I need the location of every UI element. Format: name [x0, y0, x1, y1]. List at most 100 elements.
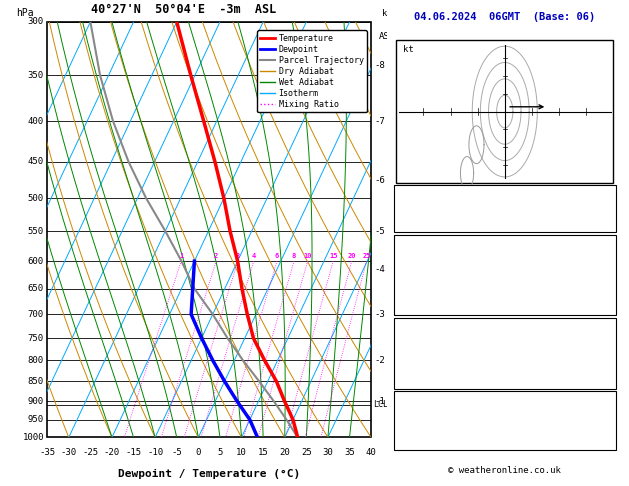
Bar	[394, 235, 616, 315]
Text: -20: -20	[104, 448, 120, 457]
Text: 750: 750	[28, 333, 44, 343]
Text: CIN (J): CIN (J)	[401, 306, 438, 315]
Text: -25: -25	[82, 448, 98, 457]
Text: -5: -5	[171, 448, 182, 457]
Text: 30: 30	[323, 448, 333, 457]
Text: 25: 25	[301, 448, 312, 457]
Text: Temp (°C): Temp (°C)	[401, 251, 449, 260]
Text: 3: 3	[236, 253, 240, 259]
Text: 0: 0	[196, 448, 201, 457]
Text: 0: 0	[603, 407, 609, 417]
Text: Surface: Surface	[486, 240, 523, 249]
Text: 800: 800	[28, 356, 44, 365]
Text: K: K	[401, 191, 406, 200]
Text: -10: -10	[147, 448, 163, 457]
Text: 450: 450	[28, 157, 44, 166]
Text: Mixing Ratio (g/kg): Mixing Ratio (g/kg)	[418, 203, 428, 298]
Text: 4: 4	[252, 253, 256, 259]
Text: -15: -15	[126, 448, 142, 457]
Text: Most Unstable: Most Unstable	[470, 323, 540, 332]
Text: 5: 5	[217, 448, 223, 457]
Text: 1000: 1000	[23, 433, 44, 442]
Text: 13.7: 13.7	[587, 262, 609, 271]
Text: 550: 550	[28, 226, 44, 236]
Text: PW (cm): PW (cm)	[401, 220, 438, 229]
Text: StmSpd (kt): StmSpd (kt)	[401, 441, 460, 450]
Text: 650: 650	[28, 284, 44, 293]
Bar	[396, 40, 613, 183]
Text: -1: -1	[374, 397, 385, 405]
Text: 950: 950	[28, 415, 44, 424]
Text: 10: 10	[303, 253, 312, 259]
Text: 0: 0	[603, 418, 609, 428]
Text: -4: -4	[374, 265, 385, 274]
Text: SREH: SREH	[401, 418, 423, 428]
Text: 40°27'N  50°04'E  -3m  ASL: 40°27'N 50°04'E -3m ASL	[91, 2, 276, 16]
Text: 322: 322	[593, 345, 609, 354]
Text: CAPE (J): CAPE (J)	[401, 368, 444, 377]
Text: -2: -2	[374, 356, 385, 365]
Text: 23: 23	[598, 251, 609, 260]
Text: 500: 500	[28, 194, 44, 203]
Text: 600: 600	[28, 257, 44, 265]
Text: -7: -7	[374, 117, 385, 126]
Text: LCL: LCL	[373, 400, 387, 409]
Text: 3: 3	[603, 357, 609, 365]
Text: 1: 1	[179, 253, 184, 259]
Bar	[394, 318, 616, 389]
Text: 300: 300	[28, 17, 44, 26]
Text: 6: 6	[275, 253, 279, 259]
Text: 351°: 351°	[587, 430, 609, 439]
Text: Dewp (°C): Dewp (°C)	[401, 262, 449, 271]
Text: 20: 20	[348, 253, 356, 259]
Bar	[394, 391, 616, 451]
Text: -30: -30	[61, 448, 77, 457]
Text: Hodograph: Hodograph	[481, 396, 529, 405]
Text: Totals Totals: Totals Totals	[401, 206, 471, 215]
Text: 20: 20	[279, 448, 290, 457]
Text: ASL: ASL	[379, 32, 396, 41]
Text: Lifted Index: Lifted Index	[401, 284, 465, 293]
Legend: Temperature, Dewpoint, Parcel Trajectory, Dry Adiabat, Wet Adiabat, Isotherm, Mi: Temperature, Dewpoint, Parcel Trajectory…	[257, 30, 367, 112]
Text: θₑ (K): θₑ (K)	[401, 345, 433, 354]
Text: 1018: 1018	[587, 334, 609, 343]
Text: 400: 400	[28, 117, 44, 126]
Text: 322: 322	[593, 273, 609, 282]
Text: 10: 10	[236, 448, 247, 457]
Text: 15: 15	[329, 253, 337, 259]
Text: 04.06.2024  06GMT  (Base: 06): 04.06.2024 06GMT (Base: 06)	[414, 12, 596, 22]
Text: 8: 8	[292, 253, 296, 259]
Text: 0: 0	[603, 295, 609, 304]
Text: km: km	[382, 9, 392, 17]
Text: -3: -3	[374, 310, 385, 319]
Text: 2: 2	[214, 253, 218, 259]
Text: 700: 700	[28, 310, 44, 319]
Text: Pressure (mb): Pressure (mb)	[401, 334, 471, 343]
Text: © weatheronline.co.uk: © weatheronline.co.uk	[448, 467, 561, 475]
Text: -8: -8	[374, 61, 385, 69]
Text: 4: 4	[603, 191, 609, 200]
Text: 0: 0	[603, 379, 609, 388]
Text: 850: 850	[28, 377, 44, 386]
Text: Lifted Index: Lifted Index	[401, 357, 465, 365]
Bar	[394, 185, 616, 232]
Text: 900: 900	[28, 397, 44, 405]
Text: CAPE (J): CAPE (J)	[401, 295, 444, 304]
Text: θₑ(K): θₑ(K)	[401, 273, 428, 282]
Text: Dewpoint / Temperature (°C): Dewpoint / Temperature (°C)	[118, 469, 300, 479]
Text: 350: 350	[28, 70, 44, 80]
Text: kt: kt	[403, 45, 414, 54]
Text: 40: 40	[365, 448, 377, 457]
Text: 35: 35	[344, 448, 355, 457]
Text: EH: EH	[401, 407, 412, 417]
Text: 0: 0	[603, 306, 609, 315]
Text: 0: 0	[603, 368, 609, 377]
Text: 3: 3	[603, 284, 609, 293]
Text: StmDir: StmDir	[401, 430, 433, 439]
Text: 25: 25	[362, 253, 371, 259]
Text: -35: -35	[39, 448, 55, 457]
Text: 40: 40	[598, 206, 609, 215]
Text: 6: 6	[603, 441, 609, 450]
Text: hPa: hPa	[16, 8, 33, 17]
Text: -6: -6	[374, 176, 385, 185]
